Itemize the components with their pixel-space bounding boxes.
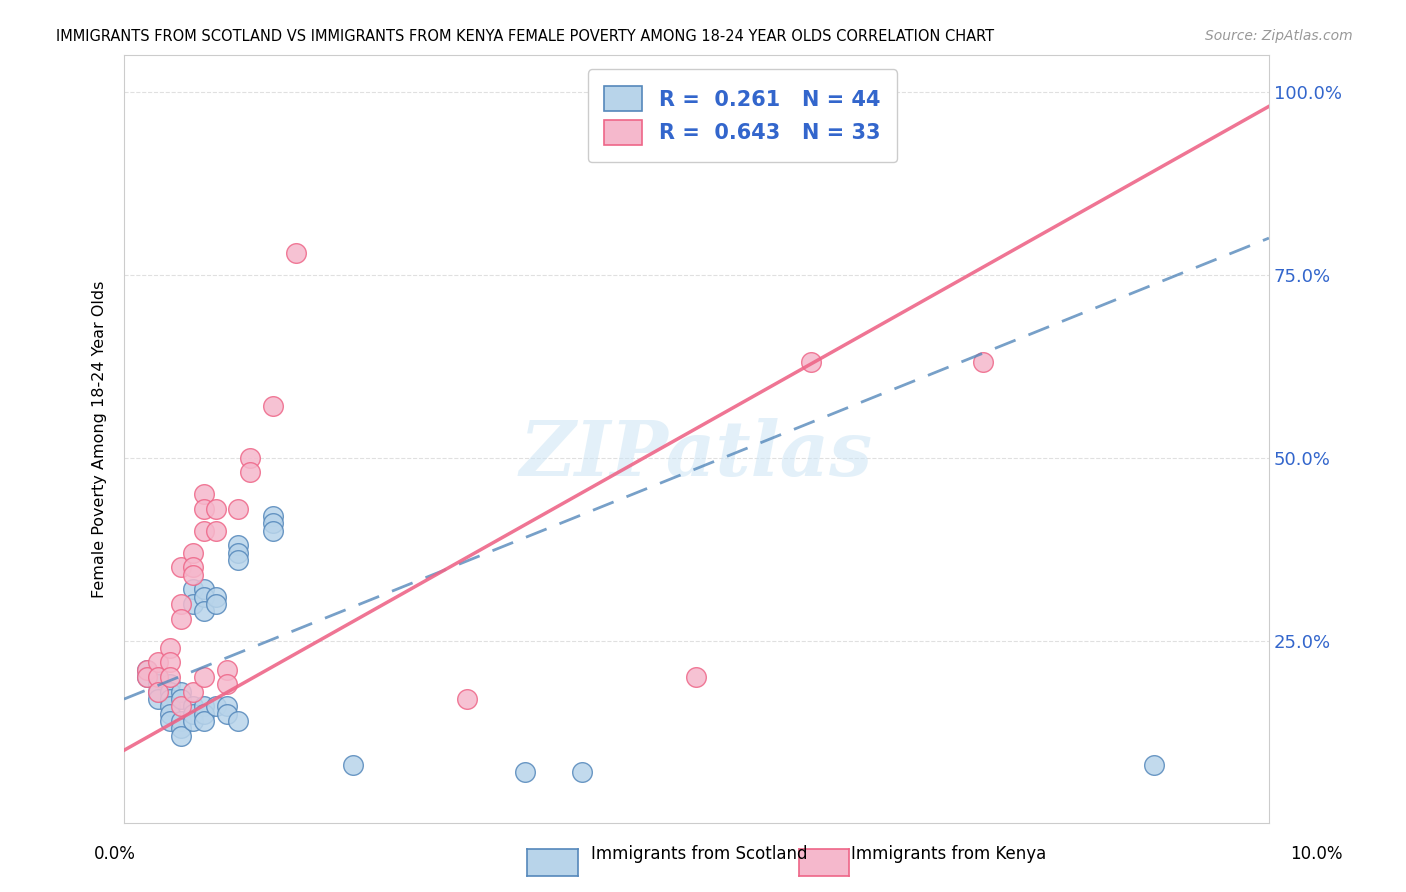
Point (215, 663, 238, 677)
Point (135, 663, 157, 677)
Point (159, 692, 181, 706)
Text: 0.0%: 0.0% (94, 846, 136, 863)
Point (170, 714, 193, 728)
Point (181, 597, 204, 611)
Point (228, 714, 250, 728)
Point (170, 729, 193, 743)
Point (685, 670, 707, 684)
Point (215, 706, 238, 721)
Point (135, 663, 157, 677)
Point (193, 670, 215, 684)
Point (159, 706, 181, 721)
Point (204, 501, 226, 516)
Text: IMMIGRANTS FROM SCOTLAND VS IMMIGRANTS FROM KENYA FEMALE POVERTY AMONG 18-24 YEA: IMMIGRANTS FROM SCOTLAND VS IMMIGRANTS F… (56, 29, 994, 44)
Point (181, 706, 204, 721)
Point (262, 400, 284, 414)
Point (148, 670, 170, 684)
Point (193, 582, 215, 597)
Point (262, 516, 284, 531)
Y-axis label: Female Poverty Among 18-24 Year Olds: Female Poverty Among 18-24 Year Olds (93, 281, 107, 598)
Point (148, 656, 170, 670)
Point (239, 465, 262, 479)
Point (204, 699, 226, 714)
Point (170, 692, 193, 706)
Point (193, 604, 215, 618)
Point (181, 567, 204, 582)
Point (204, 597, 226, 611)
Point (148, 685, 170, 699)
Point (262, 509, 284, 524)
Point (193, 590, 215, 604)
Point (228, 501, 250, 516)
Point (159, 699, 181, 714)
Point (1143, 758, 1166, 772)
Point (170, 611, 193, 625)
Point (148, 677, 170, 691)
Point (159, 677, 181, 691)
Point (204, 590, 226, 604)
Point (148, 692, 170, 706)
Point (571, 765, 593, 780)
Point (513, 765, 536, 780)
Point (159, 656, 181, 670)
Point (159, 640, 181, 655)
Point (159, 685, 181, 699)
Legend: R =  0.261   N = 44, R =  0.643   N = 33: R = 0.261 N = 44, R = 0.643 N = 33 (588, 70, 897, 162)
Point (181, 582, 204, 597)
Point (800, 355, 823, 369)
Text: Immigrants from Scotland: Immigrants from Scotland (591, 846, 807, 863)
Point (342, 758, 364, 772)
Text: ZIPatlas: ZIPatlas (520, 417, 873, 491)
Point (135, 670, 157, 684)
Point (181, 546, 204, 560)
Point (228, 546, 250, 560)
Point (193, 501, 215, 516)
Text: Source: ZipAtlas.com: Source: ZipAtlas.com (1205, 29, 1353, 43)
Point (159, 670, 181, 684)
Point (181, 699, 204, 714)
Point (972, 355, 994, 369)
Point (456, 692, 478, 706)
Point (170, 699, 193, 714)
Point (284, 245, 307, 260)
Text: 10.0%: 10.0% (1291, 846, 1343, 863)
Point (239, 450, 262, 465)
Point (170, 685, 193, 699)
Point (204, 524, 226, 538)
Point (170, 560, 193, 574)
Point (193, 524, 215, 538)
Point (170, 597, 193, 611)
Point (193, 487, 215, 501)
Point (193, 699, 215, 714)
Point (181, 560, 204, 574)
Point (215, 677, 238, 691)
Point (148, 685, 170, 699)
Point (135, 670, 157, 684)
Point (215, 699, 238, 714)
Point (148, 670, 170, 684)
Point (159, 714, 181, 728)
Point (193, 706, 215, 721)
Point (193, 714, 215, 728)
Point (228, 553, 250, 567)
Text: Immigrants from Kenya: Immigrants from Kenya (851, 846, 1046, 863)
Point (228, 538, 250, 552)
Point (170, 722, 193, 736)
Point (181, 714, 204, 728)
Point (181, 685, 204, 699)
Point (262, 524, 284, 538)
